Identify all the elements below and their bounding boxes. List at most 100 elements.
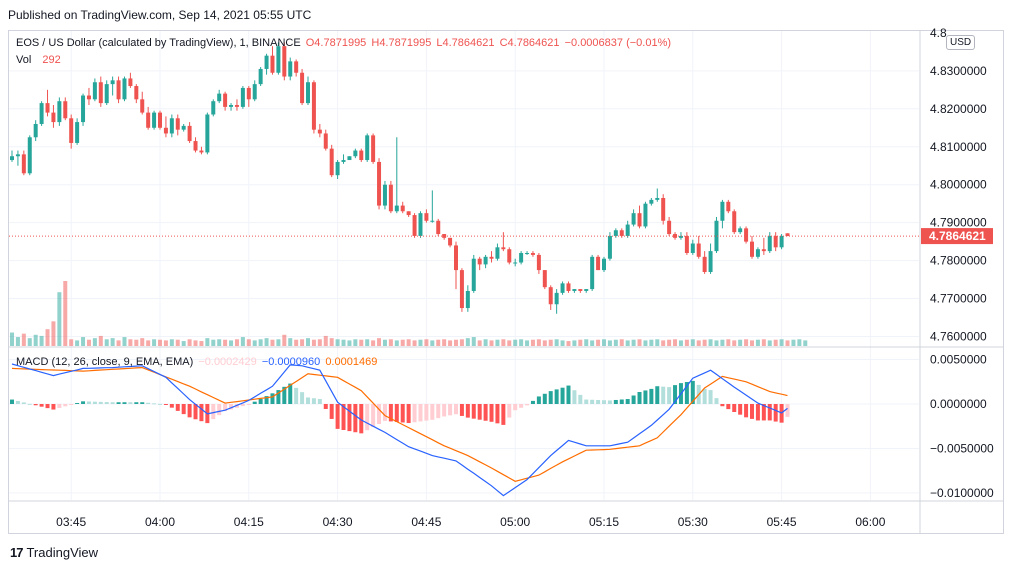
volume-bar (217, 339, 222, 346)
candle-body (785, 233, 790, 237)
candle-body (15, 154, 20, 157)
volume-bar (667, 339, 672, 346)
footer-brand[interactable]: 17 TradingView (10, 545, 98, 560)
macd-histogram-bar (471, 404, 476, 419)
macd-tick-label: −0.0100000 (930, 486, 994, 500)
candle-body (436, 220, 441, 235)
volume-bar (566, 341, 571, 346)
volume-bar (33, 334, 38, 346)
macd-histogram-bar (104, 402, 109, 404)
macd-histogram-bar (720, 404, 725, 407)
candle-body (234, 105, 239, 107)
candle-body (637, 213, 642, 227)
volume-bar (738, 339, 743, 346)
macd-hist-value: −0.0002429 (198, 356, 257, 368)
volume-bar (684, 339, 689, 346)
candle-body (755, 249, 760, 257)
macd-histogram-bar (388, 404, 393, 422)
volume-bar (708, 339, 713, 346)
volume-bar (276, 339, 281, 346)
volume-bar (234, 339, 239, 346)
candle-body (530, 253, 535, 255)
candle-body (394, 205, 399, 212)
macd-histogram-bar (649, 388, 654, 404)
candle-body (229, 105, 234, 107)
volume-bar (169, 339, 174, 346)
candle-body (667, 220, 672, 235)
candle-body (382, 184, 387, 206)
price-tick-label: 4.8200000 (930, 102, 987, 116)
price-legend: EOS / US Dollar (calculated by TradingVi… (16, 37, 673, 49)
candle-body (246, 87, 251, 100)
candle-body (779, 235, 784, 248)
macd-lines (11, 363, 788, 497)
macd-histogram-bar (347, 404, 352, 432)
macd-histogram-bar (252, 401, 257, 404)
candle-body (761, 249, 766, 252)
volume-bar (661, 340, 666, 346)
volume-bar (264, 338, 269, 346)
volume-bar (744, 339, 749, 346)
macd-histogram-bar (300, 392, 305, 404)
volume-bar (690, 339, 695, 346)
candle-body (98, 82, 103, 104)
candle-body (536, 254, 541, 271)
candle-body (572, 289, 577, 291)
volume-bar (211, 339, 216, 346)
volume-bar (442, 339, 447, 346)
volume-bar (75, 340, 80, 346)
macd-histogram-bar (661, 386, 666, 404)
candle-body (619, 230, 624, 236)
volume-bar (465, 338, 470, 346)
candle-body (684, 235, 689, 254)
macd-histogram-bar (365, 404, 370, 431)
macd-histogram-bar (667, 387, 672, 404)
footer-brand-text: TradingView (26, 545, 99, 560)
candle-body (649, 199, 654, 204)
macd-histogram-bar (282, 386, 287, 404)
candle-body (10, 156, 14, 161)
macd-histogram-bar (584, 399, 589, 404)
volume-bar (436, 339, 441, 346)
volume-bar (590, 340, 595, 346)
macd-histogram-bar (424, 404, 429, 421)
macd-histogram (10, 380, 790, 434)
candle-body (602, 258, 606, 271)
candle-body (430, 220, 435, 222)
volume-bar (578, 339, 583, 346)
candle-body (454, 245, 458, 271)
macd-histogram-bar (311, 398, 316, 404)
candle-body (750, 241, 754, 257)
macd-histogram-bar (732, 404, 737, 412)
currency-button[interactable]: USD (946, 35, 976, 50)
macd-histogram-bar (335, 404, 340, 429)
volume-bar (223, 339, 228, 346)
time-tick-label: 05:30 (678, 515, 708, 529)
macd-histogram-bar (75, 402, 80, 404)
volume-bar (501, 339, 506, 346)
candle-body (294, 61, 299, 73)
volume-bar (27, 338, 32, 346)
candle-body (21, 154, 26, 174)
macd-histogram-bar (116, 402, 121, 404)
macd-histogram-bar (146, 402, 151, 404)
candle-body (347, 156, 352, 161)
volume-bar (536, 339, 541, 346)
macd-histogram-bar (750, 404, 754, 419)
candle-body (193, 141, 198, 151)
candle-body (690, 243, 695, 254)
macd-histogram-bar (306, 397, 310, 404)
candle-body (335, 161, 340, 176)
macd-histogram-bar (643, 390, 648, 404)
volume-bar (258, 339, 263, 346)
macd-histogram-bar (217, 404, 222, 416)
volume-bar (637, 339, 642, 346)
volume-bar (542, 340, 547, 346)
macd-histogram-bar (329, 404, 334, 419)
volume-bar (110, 338, 115, 346)
candle-body (744, 228, 749, 242)
volume-bar (525, 340, 530, 346)
candle-body (359, 150, 364, 161)
candle-body (181, 125, 186, 130)
